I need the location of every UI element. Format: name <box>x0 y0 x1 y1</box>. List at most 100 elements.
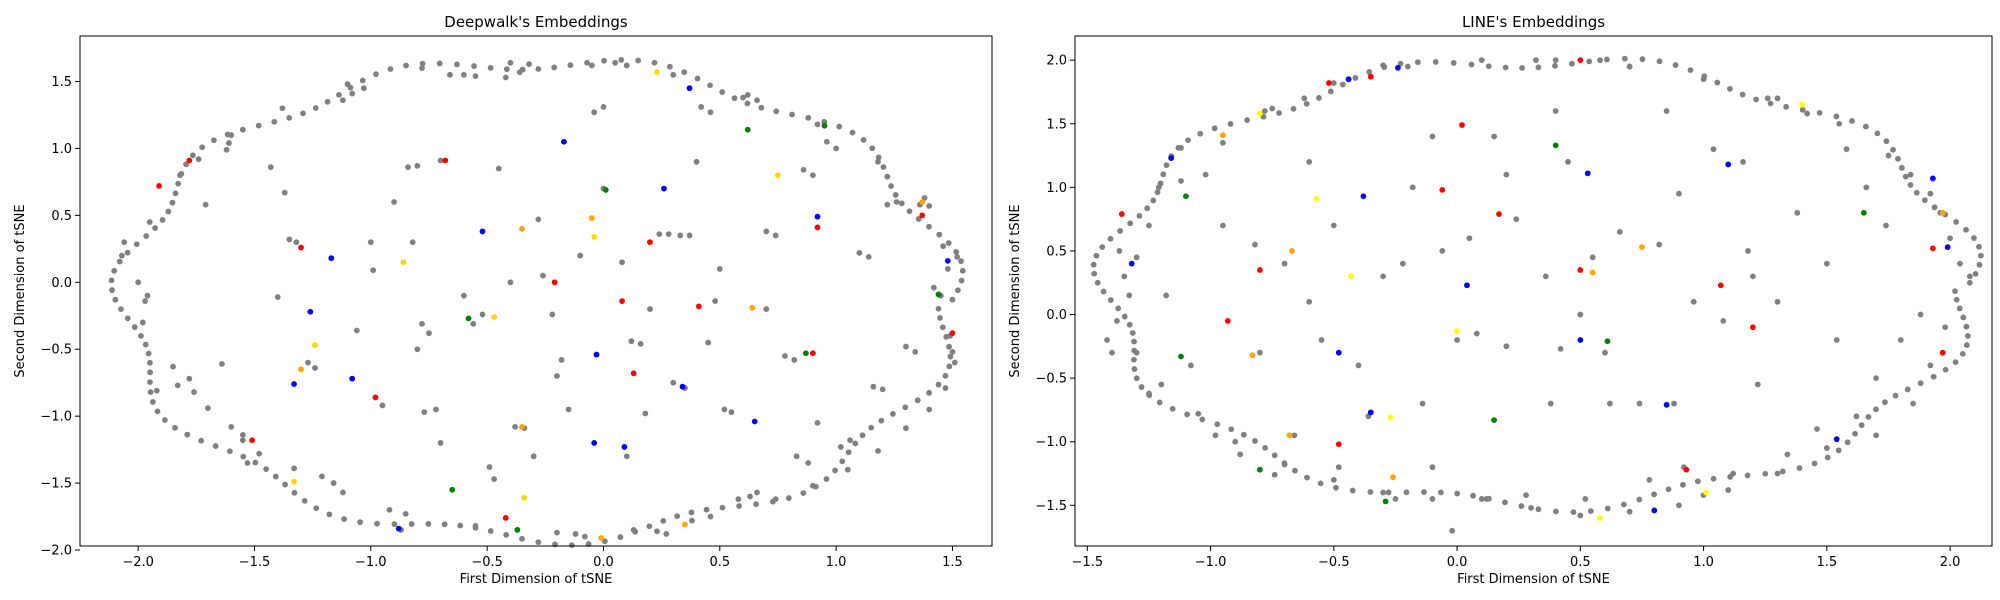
deepwalk-point <box>814 224 821 231</box>
line-point <box>1774 470 1781 477</box>
deepwalk-point <box>946 363 953 370</box>
line-point <box>1503 343 1510 350</box>
deepwalk-point <box>719 504 726 511</box>
deepwalk-point <box>954 287 961 294</box>
deepwalk-point <box>391 521 398 528</box>
line-point <box>1281 260 1288 267</box>
deepwalk-point <box>814 419 821 426</box>
deepwalk-point <box>349 375 356 382</box>
deepwalk-point <box>744 126 751 133</box>
deepwalk-point <box>892 192 899 198</box>
line-point <box>1104 337 1110 343</box>
line-point <box>1535 64 1542 71</box>
deepwalk-point <box>409 239 416 246</box>
line-point <box>1663 401 1670 408</box>
deepwalk-point <box>183 161 189 168</box>
deepwalk-point <box>172 190 179 197</box>
line-point <box>1796 465 1803 472</box>
deepwalk-point <box>357 519 364 525</box>
deepwalk-point <box>837 444 844 450</box>
deepwalk-point <box>142 341 149 348</box>
line-point <box>1399 260 1406 267</box>
deepwalk-point <box>588 215 595 221</box>
line-point <box>1131 347 1138 354</box>
line-point <box>1419 400 1426 407</box>
line-point <box>1256 466 1263 473</box>
deepwalk-point <box>491 476 498 482</box>
line-point <box>1687 67 1694 74</box>
line-point <box>1904 386 1911 393</box>
deepwalk-point <box>859 432 866 439</box>
line-point <box>1387 414 1394 421</box>
deepwalk-point <box>189 152 196 159</box>
deepwalk-point <box>593 351 600 358</box>
line-point <box>1849 118 1855 124</box>
line-point <box>1589 254 1596 261</box>
line-point <box>1942 324 1949 331</box>
line-point <box>1118 211 1125 217</box>
line-point <box>1720 317 1727 324</box>
deepwalk-point <box>744 100 751 107</box>
deepwalk-point <box>665 231 672 238</box>
line-point <box>1099 244 1106 250</box>
deepwalk-point <box>291 381 297 387</box>
deepwalk-point <box>502 74 509 81</box>
line-point <box>1843 146 1850 153</box>
deepwalk-point <box>679 383 686 390</box>
line-point <box>1762 470 1769 477</box>
deepwalk-point <box>403 62 409 69</box>
deepwalk-point <box>359 77 366 84</box>
deepwalk-point <box>256 450 263 457</box>
line-point <box>1939 349 1946 356</box>
deepwalk-point <box>291 489 298 496</box>
deepwalk-point <box>903 343 909 350</box>
line-point <box>1552 108 1559 114</box>
deepwalk-point <box>184 431 191 438</box>
line-point <box>1429 464 1436 471</box>
deepwalk-xtick-label: 1.0 <box>826 555 847 570</box>
deepwalk-xtick-label: 0.0 <box>593 555 614 570</box>
line-point <box>1409 184 1416 191</box>
line-point <box>1317 480 1324 487</box>
deepwalk-point <box>291 478 297 485</box>
line-point <box>1157 180 1164 187</box>
line-point <box>1313 195 1320 202</box>
line-point <box>1739 91 1746 98</box>
line-point <box>1663 108 1670 114</box>
line-point <box>1292 467 1298 474</box>
line-point <box>1927 362 1934 369</box>
line-point <box>1956 305 1963 312</box>
deepwalk-point <box>591 440 598 446</box>
deepwalk-point <box>642 410 649 417</box>
line-point <box>1542 273 1549 280</box>
line-point <box>1597 515 1603 521</box>
line-point <box>1963 323 1970 330</box>
deepwalk-xtick-label: −2.0 <box>122 555 154 570</box>
deepwalk-point <box>561 138 567 145</box>
deepwalk-point <box>612 59 619 66</box>
deepwalk-point <box>621 444 628 450</box>
deepwalk-point <box>554 529 560 536</box>
line-point <box>1727 473 1734 480</box>
deepwalk-xtick-label: −1.5 <box>239 555 271 570</box>
deepwalk-point <box>856 249 863 256</box>
deepwalk-point <box>507 279 514 286</box>
deepwalk-xtick-label: 0.5 <box>709 555 730 570</box>
deepwalk-point <box>551 64 558 71</box>
deepwalk-point <box>754 97 760 104</box>
deepwalk-point <box>847 437 853 444</box>
deepwalk-point <box>635 57 642 64</box>
deepwalk-plot-frame <box>79 35 993 547</box>
line-point <box>1784 451 1791 458</box>
deepwalk-point <box>535 216 542 223</box>
deepwalk-point <box>889 411 896 417</box>
line-point <box>1844 439 1851 446</box>
line-point <box>1586 58 1593 65</box>
line-point <box>1360 193 1367 200</box>
deepwalk-point <box>681 521 688 528</box>
deepwalk-point <box>145 350 152 357</box>
line-point <box>1816 109 1823 116</box>
deepwalk-point <box>809 350 816 357</box>
line-point <box>1392 496 1399 502</box>
deepwalk-point <box>405 164 411 171</box>
